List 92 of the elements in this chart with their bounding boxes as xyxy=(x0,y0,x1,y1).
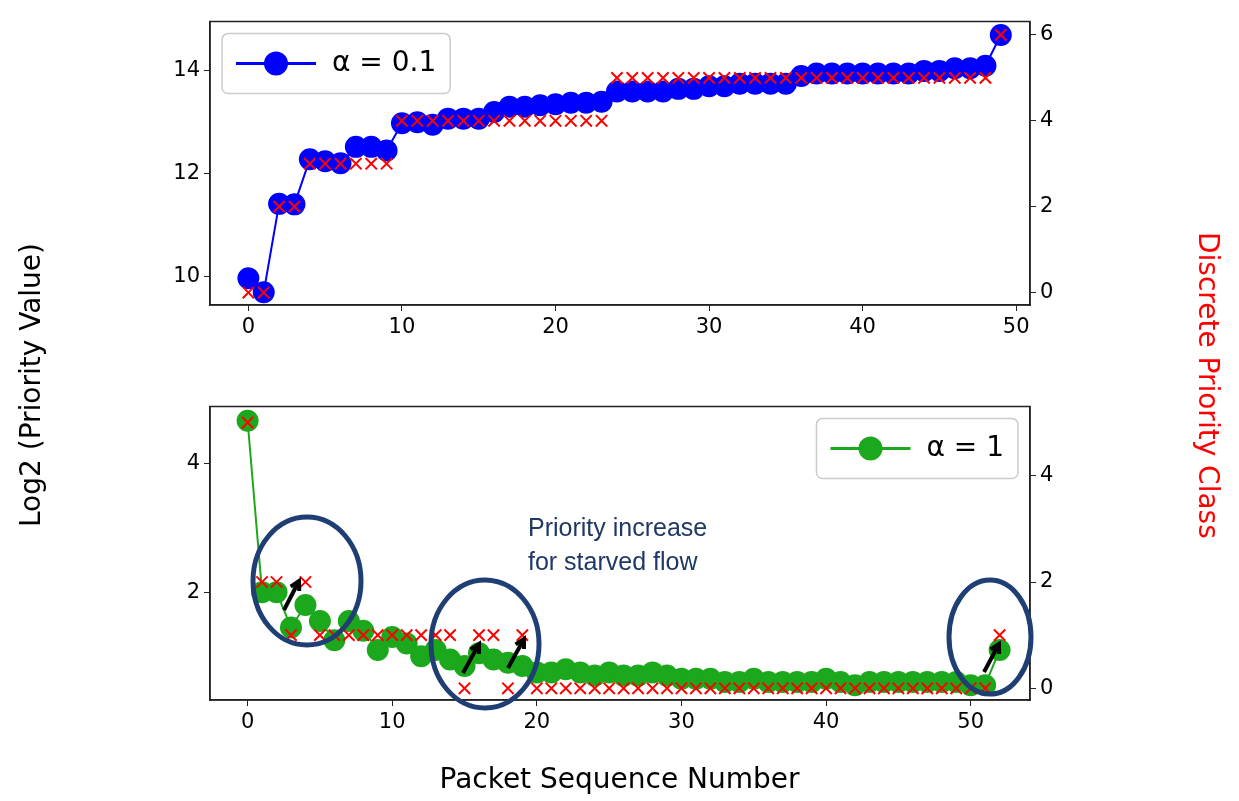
y2-tick-label: 0 xyxy=(1040,674,1054,699)
point xyxy=(313,628,327,642)
x-tick-label: 0 xyxy=(241,314,256,339)
y2-tick-label: 6 xyxy=(1040,21,1054,46)
point xyxy=(414,628,428,642)
y2-tick-label: 2 xyxy=(1040,568,1054,593)
point xyxy=(515,628,530,642)
point xyxy=(579,114,593,128)
point xyxy=(342,628,356,642)
y-tick-label: 2 xyxy=(186,578,200,603)
point xyxy=(602,681,616,695)
point xyxy=(963,71,977,85)
point xyxy=(269,575,284,589)
y-tick-label: 10 xyxy=(173,262,200,287)
point xyxy=(660,681,674,695)
x-tick-label: 40 xyxy=(849,314,876,339)
x-tick-label: 40 xyxy=(812,709,840,734)
point xyxy=(588,681,602,695)
point xyxy=(594,114,609,128)
legend-label: α = 0.1 xyxy=(332,44,437,78)
point xyxy=(891,681,906,695)
y-tick-label: 4 xyxy=(186,450,200,475)
y2-tick-label: 4 xyxy=(1040,462,1054,487)
y-axis-title: Log2 (Priority Value) xyxy=(14,242,47,529)
point xyxy=(974,54,997,77)
point xyxy=(702,71,716,85)
point xyxy=(656,71,670,85)
point xyxy=(948,71,962,85)
point xyxy=(518,114,532,128)
point xyxy=(978,71,993,85)
point xyxy=(237,267,260,290)
legend-label: α = 1 xyxy=(926,429,1005,463)
x-tick-label: 10 xyxy=(378,709,406,734)
point xyxy=(631,681,645,695)
point xyxy=(487,114,501,128)
point xyxy=(530,681,544,695)
point xyxy=(472,628,486,642)
point xyxy=(573,681,587,695)
point xyxy=(241,285,256,300)
point xyxy=(747,681,761,695)
point xyxy=(671,71,686,85)
point xyxy=(559,681,573,695)
y-tick-label: 14 xyxy=(173,57,200,82)
x-tick-label: 50 xyxy=(1002,314,1030,339)
point xyxy=(298,575,313,589)
x-tick-label: 10 xyxy=(388,314,416,339)
point xyxy=(371,628,385,642)
point xyxy=(590,90,613,113)
x-tick-label: 50 xyxy=(957,709,985,734)
point xyxy=(689,681,703,695)
point xyxy=(502,114,517,128)
y2-tick-label: 2 xyxy=(1040,193,1054,218)
point xyxy=(533,114,547,128)
point xyxy=(717,71,732,85)
point xyxy=(703,681,718,695)
annotation: Priority increase for starved flow xyxy=(528,512,709,577)
point xyxy=(548,114,563,128)
x-tick-label: 0 xyxy=(240,709,255,734)
point xyxy=(400,628,414,642)
point xyxy=(544,681,558,695)
point xyxy=(616,681,631,695)
point xyxy=(255,575,269,589)
y2-axis-title: Discrete Priority Class xyxy=(1192,230,1225,541)
point xyxy=(819,681,833,695)
point xyxy=(645,681,660,695)
point xyxy=(564,114,578,128)
y2-tick-label: 4 xyxy=(1040,107,1054,132)
point xyxy=(443,628,457,642)
point xyxy=(625,71,639,85)
point xyxy=(294,593,317,616)
point xyxy=(366,638,389,661)
point xyxy=(284,628,298,642)
x-axis-title: Packet Sequence Number xyxy=(438,762,801,795)
point xyxy=(501,681,515,695)
point xyxy=(486,628,501,642)
point xyxy=(674,681,689,695)
point xyxy=(457,681,472,695)
point xyxy=(992,628,1007,642)
x-tick-label: 20 xyxy=(542,314,569,339)
point xyxy=(379,157,394,171)
x-tick-label: 30 xyxy=(668,709,695,734)
point xyxy=(687,71,701,85)
x-tick-label: 20 xyxy=(523,709,551,734)
point xyxy=(308,610,331,633)
point xyxy=(640,71,655,85)
y2-tick-label: 0 xyxy=(1040,279,1054,303)
x-tick-label: 30 xyxy=(695,314,723,339)
point xyxy=(349,157,363,171)
point xyxy=(375,139,398,162)
y-tick-label: 12 xyxy=(173,160,200,185)
point xyxy=(364,157,378,171)
point xyxy=(610,71,624,85)
